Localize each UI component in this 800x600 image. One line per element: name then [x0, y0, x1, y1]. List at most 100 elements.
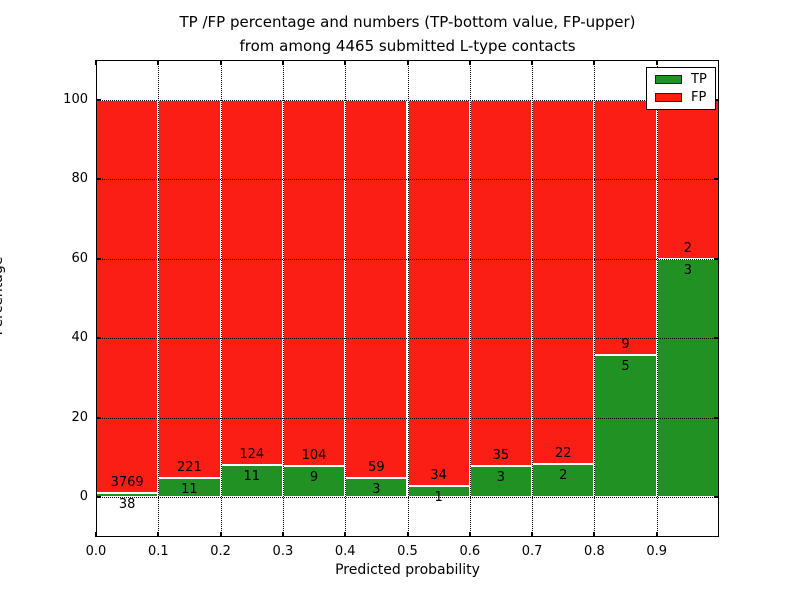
x-tick-mark	[157, 60, 160, 65]
bar-segment-tp	[469, 465, 533, 498]
x-tick-label: 0.7	[521, 544, 543, 559]
x-tick-label: 0.3	[272, 544, 294, 559]
v-gridline	[345, 60, 347, 537]
x-tick-mark	[406, 60, 409, 65]
chart-title-line2: from among 4465 submitted L-type contact…	[239, 37, 576, 55]
bar-segment-tp	[532, 464, 595, 498]
v-gridline	[158, 60, 160, 537]
y-tick-label: 80	[71, 171, 88, 187]
x-tick-mark	[468, 60, 471, 65]
x-tick-label: 0.5	[397, 544, 418, 559]
legend-label-fp: FP	[691, 90, 707, 105]
y-tick-mark	[96, 416, 101, 419]
bar-fp-count-label: 221	[177, 460, 202, 476]
y-tick-mark	[714, 416, 719, 419]
bar-segment-tp	[656, 258, 719, 498]
bar-fp-count-label: 2	[683, 240, 692, 256]
x-tick-mark	[281, 532, 284, 537]
x-tick-label: 0.9	[646, 544, 668, 559]
v-gridline	[220, 60, 222, 537]
bar-segment-fp	[594, 99, 657, 356]
plot-area: 3769 38 221 11 124 11 104 9 59 3 34 1 35 3 22 2 9 5 2 3 TP F…	[95, 60, 719, 537]
y-tick-label: 40	[71, 330, 88, 346]
bar-fp-count-label: 34	[430, 467, 447, 483]
bar-tp-count-label: 3	[372, 482, 381, 497]
bar-segment-fp	[532, 99, 595, 465]
x-tick-label: 0.0	[85, 544, 107, 559]
x-tick-label: 0.6	[459, 544, 481, 559]
bar-fp-count-label: 104	[301, 447, 327, 463]
x-tick-mark	[281, 60, 284, 65]
x-tick-mark	[655, 532, 658, 537]
x-tick-mark	[219, 60, 222, 65]
x-tick-mark	[531, 60, 534, 65]
legend-swatch-fp-icon	[655, 93, 682, 102]
v-gridline	[282, 60, 284, 537]
bar-fp-count-label: 3769	[110, 475, 144, 491]
y-tick-mark	[96, 178, 101, 181]
y-tick-label: 100	[63, 91, 88, 107]
v-gridline	[532, 60, 534, 537]
x-tick-label: 0.1	[147, 544, 169, 559]
legend-entry-tp: TP	[655, 73, 707, 86]
x-tick-label: 0.8	[584, 544, 605, 559]
bar-tp-count-label: 3	[683, 262, 692, 278]
legend: TP FP	[646, 67, 716, 110]
bar-segment-tp	[594, 355, 657, 498]
bar-segment-fp	[469, 99, 533, 466]
x-tick-label: 0.4	[334, 544, 356, 559]
x-tick-mark	[468, 532, 471, 537]
bar-fp-count-label: 22	[554, 446, 572, 462]
y-tick-mark	[714, 98, 719, 101]
x-tick-mark	[531, 532, 534, 537]
bar-tp-count-label: 11	[181, 482, 198, 498]
y-tick-mark	[714, 178, 719, 181]
bar-segment-fp	[407, 99, 470, 486]
x-tick-mark	[406, 532, 409, 537]
chart-title-line1: TP /FP percentage and numbers (TP-bottom…	[179, 13, 636, 31]
y-axis-label: Percentage	[0, 256, 6, 336]
bar-fp-count-label: 124	[239, 446, 265, 462]
bar-segment-fp	[282, 99, 346, 466]
bar-fp-count-label: 9	[621, 337, 630, 353]
y-tick-label: 60	[71, 250, 88, 266]
legend-swatch-tp-icon	[655, 75, 682, 84]
x-tick-mark	[655, 60, 658, 65]
legend-label-tp: TP	[691, 72, 707, 87]
bar-segment-fp	[345, 99, 408, 478]
x-tick-mark	[95, 60, 97, 65]
y-tick-mark	[714, 257, 719, 260]
x-tick-label: 0.2	[210, 544, 231, 559]
y-tick-label: 0	[79, 489, 88, 505]
x-axis-label: Predicted probability	[335, 562, 480, 578]
v-gridline	[594, 60, 596, 537]
bar-segment-fp	[96, 99, 159, 494]
v-gridline	[656, 60, 658, 537]
y-tick-label: 20	[71, 409, 88, 425]
bar-tp-count-label: 9	[309, 469, 319, 485]
bar-tp-count-label: 3	[496, 469, 506, 485]
v-gridline	[407, 60, 409, 537]
bar-tp-count-label: 38	[118, 497, 136, 513]
bar-tp-count-label: 2	[559, 468, 568, 484]
y-tick-mark	[96, 496, 101, 499]
bar-tp-count-label: 11	[243, 468, 261, 484]
x-tick-mark	[593, 532, 596, 537]
bar-fp-count-label: 59	[368, 460, 385, 475]
x-tick-mark	[344, 60, 347, 65]
y-tick-mark	[96, 257, 101, 260]
y-tick-mark	[96, 337, 101, 340]
y-tick-mark	[96, 98, 101, 101]
x-tick-mark	[219, 532, 222, 537]
y-tick-mark	[714, 337, 719, 340]
bar-tp-count-label: 1	[434, 489, 443, 505]
bar-tp-count-label: 5	[621, 359, 630, 375]
bar-segment-fp	[158, 99, 221, 479]
x-tick-mark	[95, 532, 97, 537]
v-gridline	[469, 60, 471, 537]
legend-entry-fp: FP	[655, 91, 707, 104]
x-tick-mark	[157, 532, 160, 537]
x-tick-mark	[344, 532, 347, 537]
x-tick-mark	[593, 60, 596, 65]
